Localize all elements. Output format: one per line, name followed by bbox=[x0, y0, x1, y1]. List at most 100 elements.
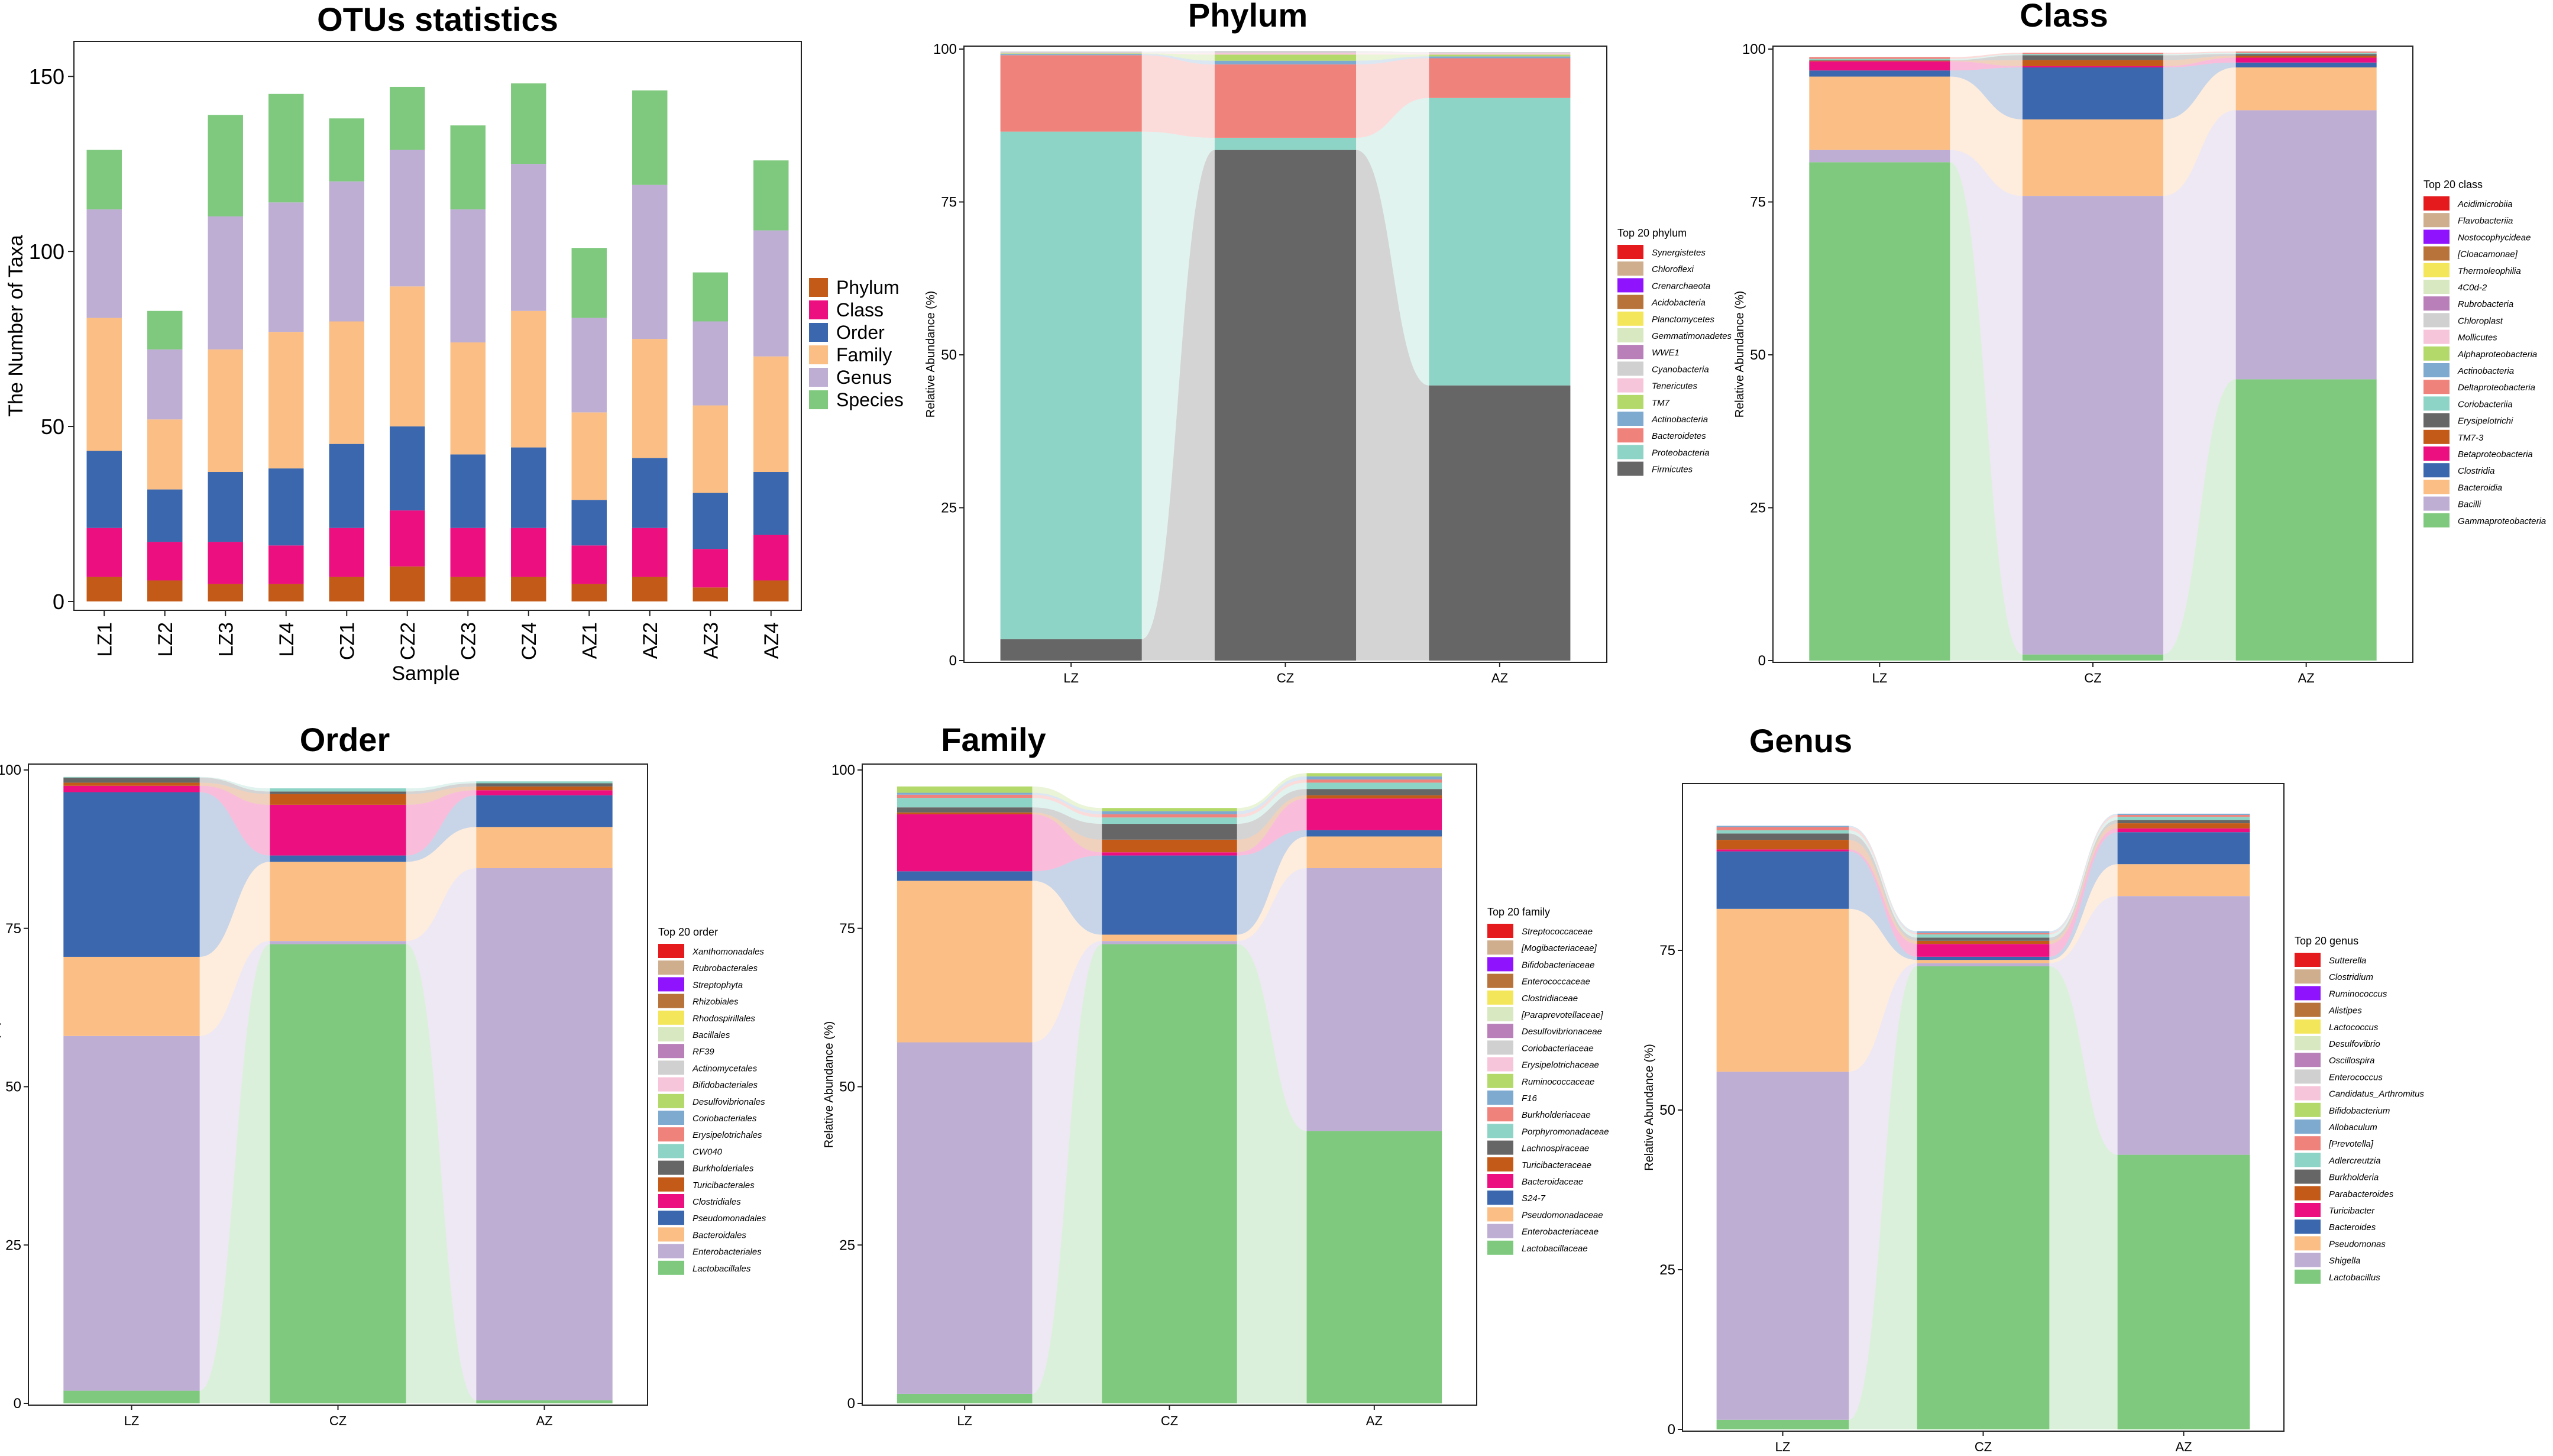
order-bar-clostridiales bbox=[476, 790, 613, 795]
order-legend-swatch bbox=[658, 1060, 684, 1075]
phylum-bar-bacteroidetes bbox=[1214, 64, 1357, 138]
otus-bar-order bbox=[753, 472, 789, 535]
genus-flow-adlercreutzia bbox=[2049, 817, 2118, 938]
class-flow-coriobacteriia bbox=[2163, 53, 2236, 56]
phylum-ytick-label: 0 bbox=[949, 653, 957, 669]
otus-bar-family bbox=[329, 321, 364, 444]
genus-legend-swatch bbox=[2295, 1119, 2321, 1134]
otus-xtick-label: CZ4 bbox=[518, 622, 541, 660]
phylum-legend-label: Chloroflexi bbox=[1652, 264, 1694, 274]
class-legend-swatch bbox=[2423, 280, 2450, 294]
otus-legend-swatch bbox=[809, 345, 828, 364]
phylum-bar-tm7 bbox=[1000, 53, 1142, 54]
order-xtick-label: AZ bbox=[536, 1413, 552, 1428]
family-legend-swatch bbox=[1487, 940, 1513, 955]
class-bar-betaproteobacteria bbox=[1809, 61, 1950, 71]
otus-ytick-label: 150 bbox=[29, 64, 64, 89]
otus-bar-class bbox=[268, 545, 304, 584]
otus-bar-genus bbox=[632, 185, 668, 339]
phylum-bar-cyanobacteria bbox=[1429, 52, 1571, 54]
class-legend-swatch bbox=[2423, 480, 2450, 494]
family-bar-bacteroidaceae bbox=[1306, 798, 1442, 830]
family-bar-bacteroidaceae bbox=[897, 814, 1033, 872]
phylum-legend-swatch bbox=[1617, 461, 1643, 476]
family-bar-pseudomonadaceae bbox=[1306, 836, 1442, 869]
family-flow-lactobacillaceae bbox=[1237, 944, 1307, 1403]
otus-bar-family bbox=[693, 405, 728, 493]
phylum-bar-cyanobacteria bbox=[1214, 51, 1357, 53]
class-xtick-label: CZ bbox=[2084, 671, 2101, 685]
family-flow-bacteroidaceae bbox=[1237, 798, 1307, 856]
otus-legend-label: Species bbox=[836, 389, 904, 410]
family-legend-label: Bacteroidaceae bbox=[1522, 1177, 1583, 1187]
order-legend-label: Enterobacteriales bbox=[693, 1247, 762, 1257]
order-bar-cw040 bbox=[270, 788, 406, 792]
otus-bar-phylum bbox=[147, 580, 183, 601]
otus-legend-swatch bbox=[809, 300, 828, 319]
genus-legend-label: Bacteroides bbox=[2329, 1222, 2376, 1232]
otus-legend-swatch bbox=[809, 368, 828, 387]
order-legend-swatch bbox=[658, 960, 684, 975]
family-xtick-label: AZ bbox=[1366, 1413, 1383, 1428]
genus-flow-parabacteroides bbox=[1849, 840, 1917, 944]
phylum-bar-tm7 bbox=[1214, 54, 1357, 61]
otus-bar-genus bbox=[571, 318, 607, 413]
order-bar-pseudomonadales bbox=[476, 795, 613, 827]
otus-legend-label: Family bbox=[836, 344, 892, 365]
order-legend-swatch bbox=[658, 1160, 684, 1175]
otus-bar-phylum bbox=[208, 584, 243, 601]
genus-bar-shigella bbox=[2117, 896, 2250, 1155]
order-legend-swatch bbox=[658, 1194, 684, 1208]
phylum-ytick-label: 50 bbox=[941, 347, 957, 363]
phylum-flow-actinobacteria bbox=[1356, 56, 1429, 64]
class-flow-betaproteobacteria bbox=[2163, 57, 2236, 68]
otus-xtick-label: LZ4 bbox=[276, 622, 298, 657]
class-legend-label: Actinobacteria bbox=[2457, 366, 2514, 376]
class-bar-gammaproteobacteria bbox=[1809, 162, 1950, 661]
family-legend-label: Ruminococcaceae bbox=[1522, 1077, 1594, 1087]
otus-bar-class bbox=[450, 528, 486, 577]
family-flow-pseudomonadaceae bbox=[1032, 881, 1102, 1043]
family-flow-ruminococcaceae bbox=[1237, 773, 1307, 811]
genus-bar-parabacteroides bbox=[2117, 823, 2250, 829]
genus-ytick-label: 50 bbox=[1659, 1102, 1675, 1118]
phylum-bar-firmicutes bbox=[1000, 639, 1142, 661]
genus-flow-burkholderia bbox=[1849, 833, 1917, 941]
family-ytick-label: 50 bbox=[839, 1079, 855, 1095]
class-legend-swatch bbox=[2423, 313, 2450, 328]
genus-legend-swatch bbox=[2295, 1269, 2321, 1284]
order-legend-label: Coriobacteriales bbox=[693, 1114, 757, 1124]
class-legend-swatch bbox=[2423, 446, 2450, 461]
genus-bar-adlercreutzia bbox=[1716, 830, 1849, 834]
family-legend-label: [Mogibacteriaceae] bbox=[1521, 943, 1597, 953]
phylum-flow-tm7 bbox=[1141, 53, 1215, 61]
phylum-bar-actinobacteria bbox=[1429, 56, 1571, 59]
otus-bar-phylum bbox=[571, 584, 607, 601]
class-legend-label: Bacilli bbox=[2458, 500, 2481, 510]
genus-legend-swatch bbox=[2295, 1002, 2321, 1017]
otus-bar-genus bbox=[753, 230, 789, 357]
genus-bar-bacteroides bbox=[2117, 832, 2250, 865]
family-flow-burkholderiaceae bbox=[1237, 779, 1307, 818]
family-bar-bacteroidaceae bbox=[1102, 852, 1237, 856]
phylum-legend-swatch bbox=[1617, 445, 1643, 460]
order-flow-cw040 bbox=[406, 781, 477, 792]
class-bar-erysipelotrichi bbox=[2022, 55, 2164, 60]
class-legend-label: Flavobacteriia bbox=[2458, 216, 2513, 226]
genus-flow-prevotella bbox=[2049, 815, 2118, 934]
class-flow-tm7-3 bbox=[2163, 56, 2236, 66]
otus-bar-genus bbox=[208, 216, 243, 350]
phylum-flow-firmicutes bbox=[1141, 150, 1215, 661]
order-bar-clostridiales bbox=[63, 785, 200, 792]
order-flow-enterobacteriales bbox=[406, 868, 477, 1400]
family-ytick-label: 75 bbox=[839, 921, 855, 937]
order-flow-turicibacterales bbox=[406, 786, 477, 805]
class-legend-swatch bbox=[2423, 346, 2450, 361]
genus-legend-swatch bbox=[2295, 1253, 2321, 1267]
genus-legend-swatch bbox=[2295, 953, 2321, 967]
order-flow-pseudomonadales bbox=[406, 795, 477, 862]
otus-xtick-label: CZ1 bbox=[336, 622, 358, 660]
genus-legend-label: Clostridium bbox=[2329, 972, 2373, 982]
genus-legend-label: Allobaculum bbox=[2328, 1122, 2377, 1133]
order-bar-pseudomonadales bbox=[63, 792, 200, 957]
